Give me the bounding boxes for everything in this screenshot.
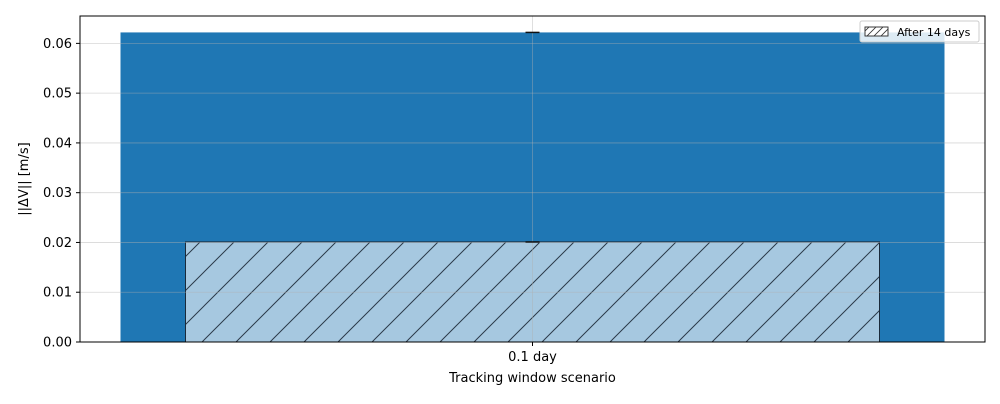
x-tick-label: 0.1 day [508, 350, 557, 365]
error-bar-layer [525, 31, 540, 243]
y-tick-label: 0.00 [43, 336, 72, 351]
y-tick-label: 0.05 [43, 87, 72, 102]
legend-swatch-hatch [864, 26, 889, 37]
y-axis-label: ||ΔV|| [m/s] [17, 142, 32, 215]
axis-layer: 0.00 0.01 0.02 0.03 0.04 0.05 0.06 0.1 day Track… [17, 15, 986, 386]
x-axis-label: Tracking window scenario [448, 371, 616, 386]
y-tick-label: 0.03 [43, 186, 72, 201]
y-tick-label: 0.02 [43, 236, 72, 251]
y-tick-label: 0.04 [43, 136, 72, 151]
legend-label: After 14 days [897, 26, 971, 39]
y-tick-label: 0.06 [43, 37, 72, 52]
legend-box [859, 20, 980, 43]
y-tick-label: 0.01 [43, 286, 72, 301]
legend: After 14 days [859, 20, 980, 43]
